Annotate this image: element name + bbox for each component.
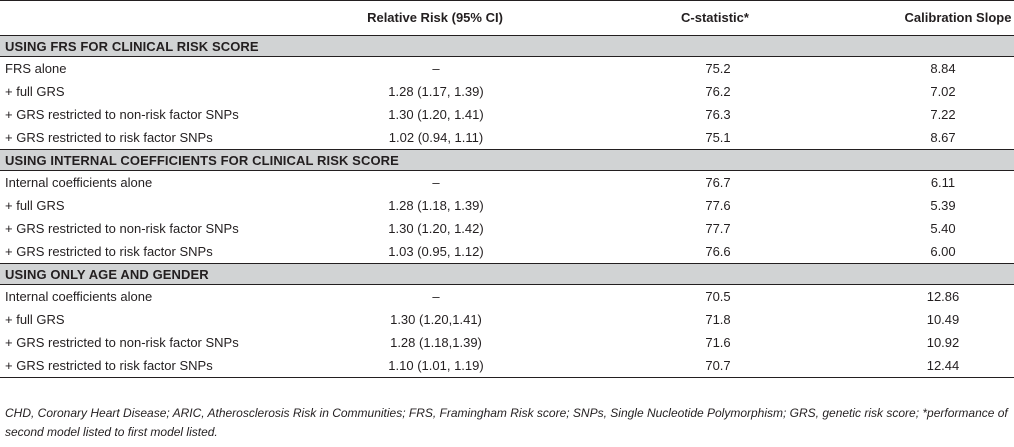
results-table: Relative Risk (95% CI) C-statistic* Cali… (0, 0, 1014, 378)
c-statistic-cell: 70.5 (705, 289, 731, 304)
relative-risk-cell: 1.30 (1.20,1.41) (390, 312, 482, 327)
calibration-slope-cell: 5.39 (930, 198, 956, 213)
table-row: Internal coefficients alone – 70.5 12.86 (0, 285, 1014, 308)
calibration-slope-cell: 10.92 (926, 335, 960, 350)
relative-risk-cell: – (432, 175, 440, 190)
relative-risk-cell: – (432, 61, 440, 76)
table-top-rule (0, 0, 1014, 1)
c-statistic-cell: 77.6 (705, 198, 731, 213)
relative-risk-cell: 1.28 (1.17, 1.39) (388, 84, 484, 99)
calibration-slope-cell: 5.40 (930, 221, 956, 236)
row-label: + full GRS (5, 198, 65, 213)
table-row: Internal coefficients alone – 76.7 6.11 (0, 171, 1014, 194)
row-label: Internal coefficients alone (5, 175, 153, 190)
calibration-slope-cell: 6.11 (930, 175, 956, 190)
table-row: + GRS restricted to non-risk factor SNPs… (0, 103, 1014, 126)
relative-risk-cell: 1.03 (0.95, 1.12) (388, 244, 484, 259)
c-statistic-cell: 70.7 (705, 358, 731, 373)
section-title: USING FRS FOR CLINICAL RISK SCORE (5, 39, 259, 54)
table-bottom-rule (0, 377, 1014, 378)
calibration-slope-cell: 8.67 (930, 130, 956, 145)
calibration-slope-cell: 7.02 (930, 84, 956, 99)
table-header-row: Relative Risk (95% CI) C-statistic* Cali… (0, 1, 1014, 35)
row-label: + full GRS (5, 312, 65, 327)
calibration-slope-cell: 7.22 (930, 107, 956, 122)
c-statistic-cell: 76.2 (705, 84, 731, 99)
c-statistic-cell: 75.1 (705, 130, 731, 145)
row-label: + GRS restricted to non-risk factor SNPs (5, 107, 239, 122)
section-header-age-gender: USING ONLY AGE AND GENDER (0, 263, 1014, 285)
table-row: + GRS restricted to non-risk factor SNPs… (0, 331, 1014, 354)
table-row: + GRS restricted to non-risk factor SNPs… (0, 217, 1014, 240)
table-row: + GRS restricted to risk factor SNPs 1.0… (0, 126, 1014, 149)
row-label: FRS alone (5, 61, 67, 76)
c-statistic-cell: 76.3 (705, 107, 731, 122)
table-row: + full GRS 1.28 (1.17, 1.39) 76.2 7.02 (0, 80, 1014, 103)
calibration-slope-cell: 12.86 (926, 289, 960, 304)
table-row: + full GRS 1.30 (1.20,1.41) 71.8 10.49 (0, 308, 1014, 331)
row-label: + GRS restricted to risk factor SNPs (5, 244, 213, 259)
section-title: USING INTERNAL COEFFICIENTS FOR CLINICAL… (5, 153, 399, 168)
row-label: + GRS restricted to risk factor SNPs (5, 130, 213, 145)
c-statistic-cell: 71.6 (705, 335, 731, 350)
relative-risk-cell: 1.28 (1.18,1.39) (390, 335, 482, 350)
row-label: + GRS restricted to risk factor SNPs (5, 358, 213, 373)
relative-risk-cell: 1.10 (1.01, 1.19) (388, 358, 484, 373)
section-title: USING ONLY AGE AND GENDER (5, 267, 209, 282)
calibration-slope-cell: 8.84 (930, 61, 956, 76)
table-footnote: CHD, Coronary Heart Disease; ARIC, Ather… (5, 406, 1008, 439)
relative-risk-cell: 1.30 (1.20, 1.42) (388, 221, 484, 236)
calibration-slope-cell: 10.49 (926, 312, 960, 327)
table-row: + GRS restricted to risk factor SNPs 1.1… (0, 354, 1014, 377)
section-header-frs: USING FRS FOR CLINICAL RISK SCORE (0, 35, 1014, 57)
table-row: + full GRS 1.28 (1.18, 1.39) 77.6 5.39 (0, 194, 1014, 217)
header-calibration-slope: Calibration Slope (904, 10, 1012, 25)
row-label: + full GRS (5, 84, 65, 99)
relative-risk-cell: – (432, 289, 440, 304)
c-statistic-cell: 77.7 (705, 221, 731, 236)
table-row: + GRS restricted to risk factor SNPs 1.0… (0, 240, 1014, 263)
header-c-statistic: C-statistic* (681, 10, 749, 25)
header-relative-risk: Relative Risk (95% CI) (367, 10, 503, 25)
relative-risk-cell: 1.02 (0.94, 1.11) (388, 130, 484, 145)
c-statistic-cell: 76.7 (705, 175, 731, 190)
c-statistic-cell: 76.6 (705, 244, 731, 259)
relative-risk-cell: 1.28 (1.18, 1.39) (388, 198, 484, 213)
c-statistic-cell: 75.2 (705, 61, 731, 76)
table-row: FRS alone – 75.2 8.84 (0, 57, 1014, 80)
relative-risk-cell: 1.30 (1.20, 1.41) (388, 107, 484, 122)
calibration-slope-cell: 12.44 (926, 358, 960, 373)
row-label: + GRS restricted to non-risk factor SNPs (5, 221, 239, 236)
section-header-internal-coefficients: USING INTERNAL COEFFICIENTS FOR CLINICAL… (0, 149, 1014, 171)
calibration-slope-cell: 6.00 (930, 244, 956, 259)
row-label: Internal coefficients alone (5, 289, 153, 304)
c-statistic-cell: 71.8 (705, 312, 731, 327)
row-label: + GRS restricted to non-risk factor SNPs (5, 335, 239, 350)
